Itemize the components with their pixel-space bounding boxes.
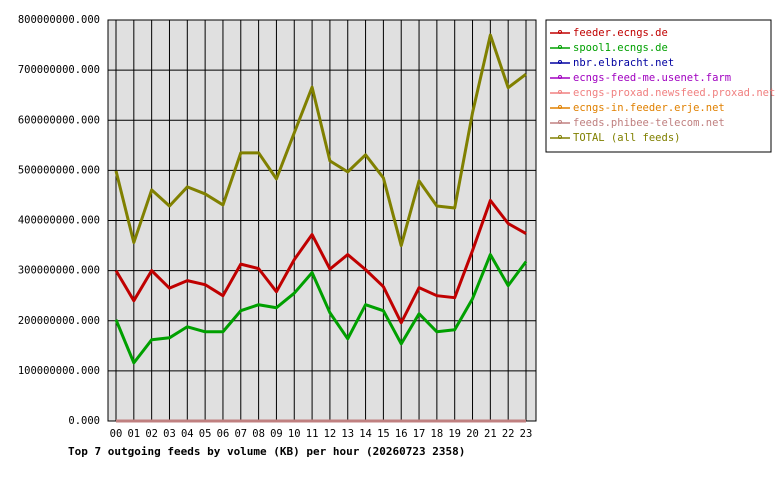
legend-label: ecngs-proxad.newsfeed.proxad.net <box>573 87 775 99</box>
legend-label: feeds.phibee-telecom.net <box>573 117 725 129</box>
y-tick-label: 600000000.000 <box>18 114 100 126</box>
legend-label: nbr.elbracht.net <box>573 57 674 69</box>
y-tick-label: 200000000.000 <box>18 315 100 327</box>
x-tick-label: 11 <box>306 428 319 440</box>
x-tick-label: 17 <box>413 428 426 440</box>
x-tick-label: 00 <box>110 428 123 440</box>
x-tick-label: 23 <box>520 428 533 440</box>
x-tick-label: 10 <box>288 428 301 440</box>
y-tick-label: 100000000.000 <box>18 365 100 377</box>
x-tick-label: 03 <box>163 428 176 440</box>
y-tick-label: 0.000 <box>68 415 100 427</box>
legend-marker <box>558 30 562 34</box>
x-tick-label: 20 <box>466 428 479 440</box>
legend-label: TOTAL (all feeds) <box>573 132 680 144</box>
legend-marker <box>558 90 562 94</box>
legend-marker <box>558 135 562 139</box>
x-tick-label: 16 <box>395 428 408 440</box>
x-tick-label: 15 <box>377 428 390 440</box>
x-tick-label: 05 <box>199 428 212 440</box>
series-line <box>114 198 527 325</box>
legend-label: feeder.ecngs.de <box>573 27 668 39</box>
y-tick-label: 800000000.000 <box>18 14 100 26</box>
x-tick-label: 12 <box>324 428 337 440</box>
x-tick-label: 09 <box>270 428 283 440</box>
x-tick-label: 18 <box>431 428 444 440</box>
x-tick-label: 06 <box>217 428 230 440</box>
y-tick-label: 300000000.000 <box>18 265 100 277</box>
x-tick-label: 02 <box>145 428 158 440</box>
x-tick-label: 07 <box>234 428 247 440</box>
legend-marker <box>558 120 562 124</box>
x-tick-label: 22 <box>502 428 515 440</box>
x-tick-label: 13 <box>341 428 354 440</box>
legend-label: ecngs-feed-me.usenet.farm <box>573 72 731 84</box>
series-line <box>114 33 527 248</box>
x-tick-label: 01 <box>127 428 140 440</box>
legend-marker <box>558 45 562 49</box>
series-line <box>114 253 528 365</box>
legend-box <box>545 19 772 153</box>
x-tick-label: 08 <box>252 428 265 440</box>
legend-label: spool1.ecngs.de <box>573 42 668 54</box>
legend-marker <box>558 105 562 109</box>
y-tick-label: 700000000.000 <box>18 64 100 76</box>
y-tick-label: 500000000.000 <box>18 164 100 176</box>
x-tick-label: 21 <box>484 428 497 440</box>
legend-marker <box>558 60 562 64</box>
chart-title: Top 7 outgoing feeds by volume (KB) per … <box>68 445 465 458</box>
legend-marker <box>558 75 562 79</box>
legend-label: ecngs-in.feeder.erje.net <box>573 102 725 114</box>
x-tick-label: 14 <box>359 428 372 440</box>
x-tick-label: 19 <box>448 428 461 440</box>
x-tick-label: 04 <box>181 428 194 440</box>
y-tick-label: 400000000.000 <box>18 215 100 227</box>
